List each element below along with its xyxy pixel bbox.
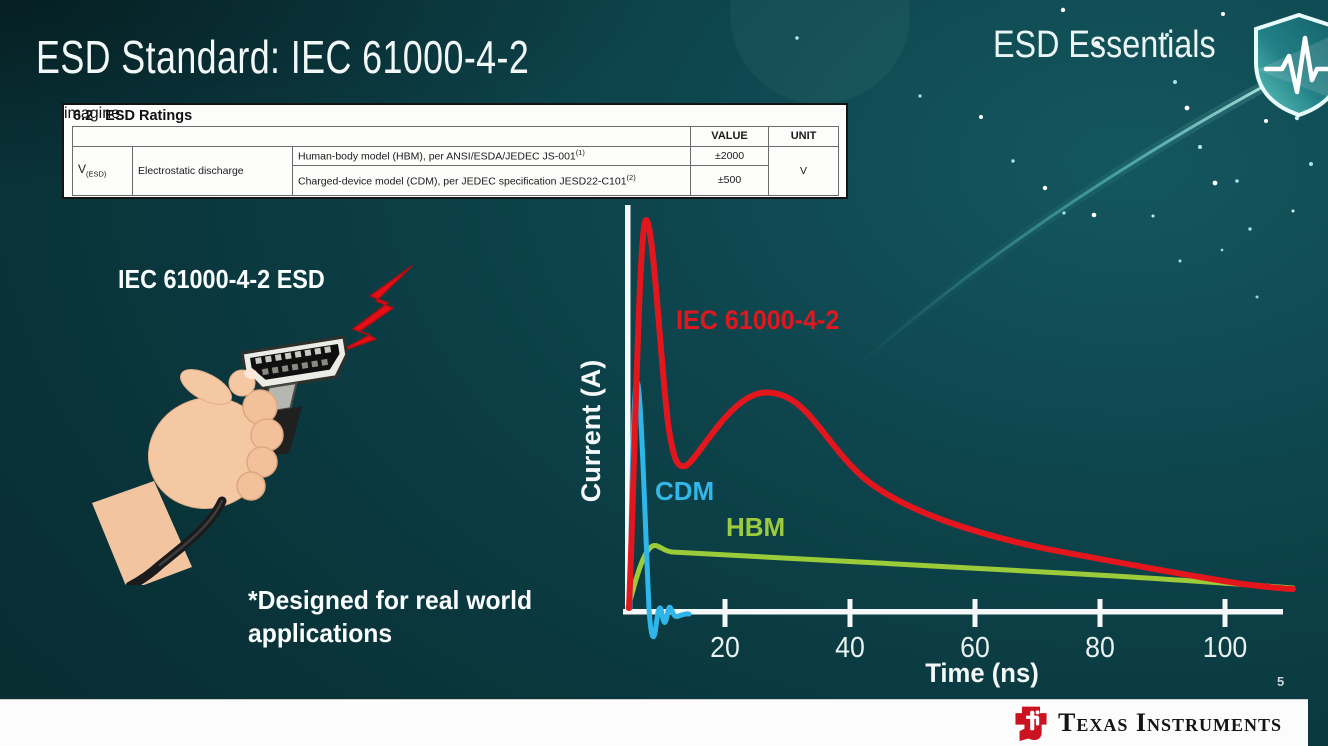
lightning-bolt-icon xyxy=(335,265,413,354)
hbm-footnote-sup: (1) xyxy=(575,148,585,158)
footnote-line-2: applications xyxy=(248,618,393,648)
cdm-footnote-sup: (2) xyxy=(626,172,636,182)
x-axis-label: Time (ns) xyxy=(925,658,1039,688)
x-axis-line xyxy=(623,609,1283,615)
x-axis-ticks xyxy=(722,599,1228,627)
cdm-desc-main: Charged-device model (CDM), per JEDEC sp… xyxy=(298,175,627,188)
page-title: ESD Standard: IEC 61000-4-2 xyxy=(36,31,530,83)
esd-shield-icon xyxy=(1254,12,1328,118)
datasheet-section-heading: 6.2 ESD Ratings xyxy=(73,108,192,124)
x-tick-label-20: 20 xyxy=(710,632,740,664)
section-number: 6.2 xyxy=(73,108,94,124)
unit-column-header: UNIT xyxy=(768,126,840,147)
x-tick-label-80: 80 xyxy=(1085,632,1115,664)
iec-curve xyxy=(626,216,1296,611)
model-desc-cell-cdm: Charged-device model (CDM), per JEDEC sp… xyxy=(291,165,692,196)
footnote-line-1: *Designed for real world xyxy=(248,585,533,615)
y-axis-label: Current (A) xyxy=(576,359,606,503)
chart-canvas xyxy=(623,205,1296,640)
texas-instruments-logo-icon xyxy=(1015,706,1047,741)
section-title: ESD Ratings xyxy=(105,108,193,124)
hbm-desc-text: Human-body model (HBM), per ANSI/ESDA/JE… xyxy=(298,150,576,163)
table-row: Charged-device model (CDM), per JEDEC sp… xyxy=(73,165,839,196)
model-desc-cell-hbm: Human-body model (HBM), per ANSI/ESDA/JE… xyxy=(291,146,692,166)
sparkle-dots xyxy=(795,7,1321,299)
footnote-text: *Designed for real world applications xyxy=(248,584,532,650)
pulse-waveform-icon xyxy=(1263,35,1328,95)
cdm-curve xyxy=(627,379,692,640)
symbol-cell: V(ESD) xyxy=(72,146,133,196)
parameter-cell: Electrostatic discharge xyxy=(132,146,293,196)
value-column-header: VALUE xyxy=(690,126,770,147)
empty-header-cell xyxy=(71,126,692,147)
y-axis-line xyxy=(625,205,631,614)
hbm-series-label: HBM xyxy=(726,512,786,542)
x-tick-label-100: 100 xyxy=(1202,632,1248,664)
iec-series-label: IEC 61000-4-2 xyxy=(676,305,840,335)
footer-bar: Texas Instruments xyxy=(0,699,1308,746)
hand-holding-connector-illustration xyxy=(92,265,413,585)
hand-illustration xyxy=(92,368,284,585)
esd-waveform-chart: Current (A) Time (ns) 20 40 60 80 100 IE… xyxy=(560,195,1328,700)
cdm-series-label: CDM xyxy=(655,476,715,506)
page-number: 5 xyxy=(1277,674,1285,689)
x-tick-label-40: 40 xyxy=(835,632,865,664)
datasheet-snippet-panel: 6.2 ESD Ratings imagine VALUE UNIT V(ESD)… xyxy=(62,103,848,199)
cdm-value-cell: ±500 xyxy=(690,165,770,196)
unit-cell: V xyxy=(768,146,840,196)
x-tick-label-60: 60 xyxy=(960,632,990,664)
hbm-value-cell: ±2000 xyxy=(690,146,770,166)
illustration-caption: IEC 61000-4-2 ESD xyxy=(118,264,325,294)
esd-ratings-table: VALUE UNIT V(ESD) Electrostatic discharg… xyxy=(71,126,840,196)
hbm-curve xyxy=(625,543,1296,611)
texas-instruments-wordmark: Texas Instruments xyxy=(1058,708,1282,737)
symbol-text: V xyxy=(78,162,87,177)
brand-title: ESD Essentials xyxy=(993,24,1216,66)
cdm-desc-text: Charged-device model (CDM), per JEDEC sp… xyxy=(298,172,636,188)
table-header-row: VALUE UNIT xyxy=(71,126,840,147)
symbol-subscript: (ESD) xyxy=(86,169,107,179)
table-row: V(ESD) Electrostatic discharge Human-bod… xyxy=(72,146,840,196)
